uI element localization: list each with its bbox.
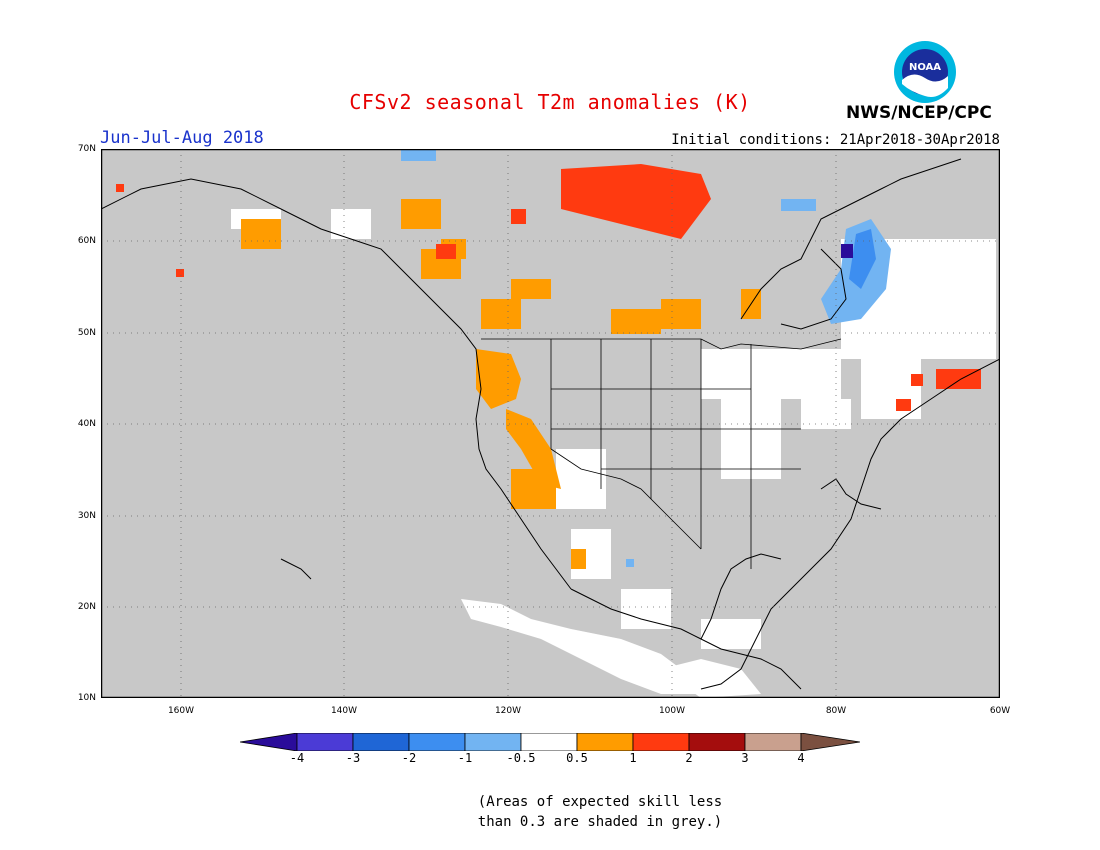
- blue-areas: [401, 149, 891, 567]
- skill-footnote: (Areas of expected skill less than 0.3 a…: [400, 792, 800, 832]
- colorbar-bin: [464, 733, 522, 751]
- colorbar-bin: [744, 733, 802, 751]
- colorbar-label: 2: [685, 751, 693, 765]
- lon-label: 140W: [330, 706, 358, 716]
- agency-label: NWS/NCEP/CPC: [846, 103, 992, 123]
- colorbar-label: 3: [741, 751, 749, 765]
- colorbar-bin: [576, 733, 634, 751]
- lon-label: 60W: [989, 706, 1011, 716]
- colorbar-bin: [632, 733, 690, 751]
- footnote-line: than 0.3 are shaded in grey.): [477, 814, 723, 830]
- lat-label: 30N: [77, 511, 96, 521]
- colorbar-label: 4: [797, 751, 805, 765]
- colorbar-label: -1: [457, 751, 473, 765]
- forecast-period: Jun-Jul-Aug 2018: [100, 128, 264, 148]
- lat-label: 70N: [77, 144, 96, 154]
- coastlines: [101, 158, 1000, 690]
- lon-label: 160W: [167, 706, 195, 716]
- colorbar-label: 0.5: [566, 751, 588, 765]
- colorbar-arrow-low: [240, 733, 298, 751]
- colorbar-label: -3: [345, 751, 361, 765]
- lon-label: 80W: [825, 706, 847, 716]
- colorbar-arrow-high: [800, 733, 860, 751]
- political-borders: [481, 338, 842, 569]
- colorbar-label: -2: [401, 751, 417, 765]
- lat-label: 60N: [77, 236, 96, 246]
- colorbar-label: -4: [289, 751, 305, 765]
- colorbar-label: 1: [629, 751, 637, 765]
- noaa-logo: NOAA: [894, 41, 956, 103]
- colorbar-bin: [408, 733, 466, 751]
- colorbar: [240, 733, 860, 751]
- map-frame: [101, 149, 1000, 698]
- colorbar-bin: [688, 733, 746, 751]
- lon-label: 100W: [658, 706, 686, 716]
- lat-label: 10N: [77, 693, 96, 703]
- colorbar-bin: [520, 733, 578, 751]
- lat-label: 20N: [77, 602, 96, 612]
- anomaly-map: [101, 149, 1000, 698]
- initial-conditions: Initial conditions: 21Apr2018-30Apr2018: [671, 132, 1000, 148]
- lon-label: 120W: [494, 706, 522, 716]
- lat-label: 40N: [77, 419, 96, 429]
- colorbar-bin: [296, 733, 354, 751]
- noaa-logo-text: NOAA: [909, 62, 941, 73]
- footnote-line: (Areas of expected skill less: [477, 794, 723, 810]
- red-areas: [116, 164, 981, 411]
- lat-label: 50N: [77, 328, 96, 338]
- chart-title: CFSv2 seasonal T2m anomalies (K): [349, 90, 751, 114]
- colorbar-bin: [352, 733, 410, 751]
- colorbar-label: -0.5: [506, 751, 536, 765]
